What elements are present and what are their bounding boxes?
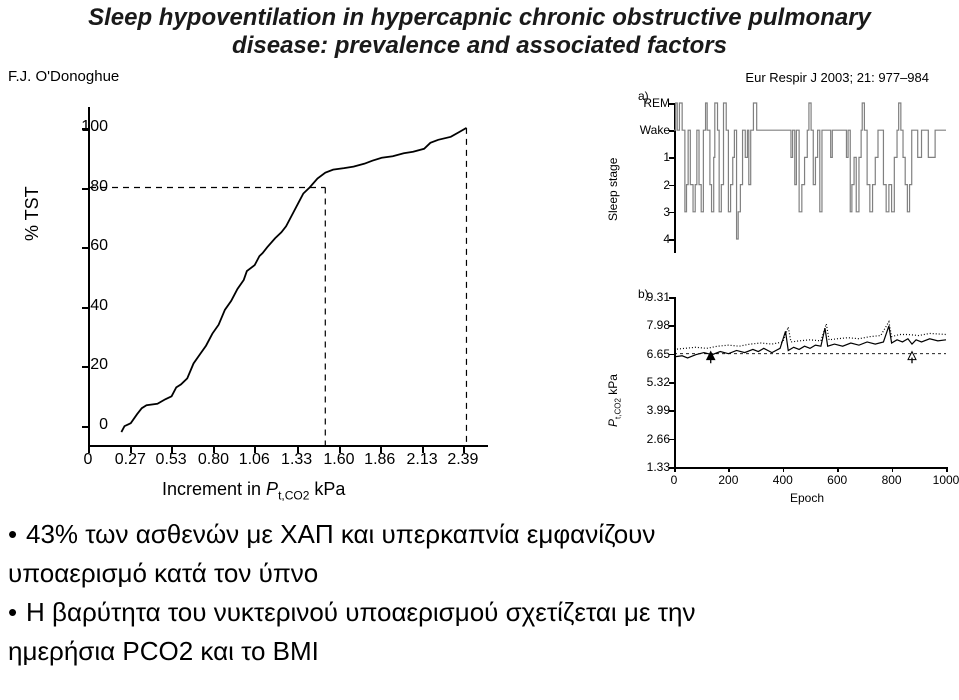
bullet-list: •43% των ασθενών με ΧΑΠ και υπερκαπνία ε… (0, 515, 959, 671)
panel-b-ytick: 1.33 (630, 460, 670, 474)
panel-a-ytick: Wake (630, 123, 670, 137)
paper-title: Sleep hypoventilation in hypercapnic chr… (0, 0, 959, 60)
left-xtick: 0.80 (193, 451, 233, 469)
panel-b-ylabel: Pt,CO2 kPa (606, 374, 622, 427)
panel-b-ytick: 7.98 (630, 318, 670, 332)
left-xtick: 2.39 (443, 451, 483, 469)
right-panel-b: b) Pt,CO2 kPa Epoch 9.317.986.655.323.99… (590, 287, 950, 515)
left-ytick: 60 (68, 237, 108, 255)
panel-b-ytick: 9.31 (630, 290, 670, 304)
panel-a-ytick: 4 (630, 232, 670, 246)
panel-a-ytick: 1 (630, 150, 670, 164)
panel-b-xtick: 400 (768, 473, 798, 487)
left-xtick: 1.33 (277, 451, 317, 469)
bullet-row: •Η βαρύτητα του νυκτερινού υποαερισμού σ… (8, 593, 959, 632)
left-xtick: 1.06 (234, 451, 274, 469)
left-xtick: 2.13 (402, 451, 442, 469)
panel-b-xtick: 200 (713, 473, 743, 487)
panel-a-ylabel: Sleep stage (606, 158, 620, 221)
author-name: F.J. O'Donoghue (8, 68, 119, 85)
title-line-2: disease: prevalence and associated facto… (20, 32, 939, 60)
title-line-1: Sleep hypoventilation in hypercapnic chr… (20, 4, 939, 32)
panel-a-ytick: 3 (630, 205, 670, 219)
panel-a-ytick: REM (630, 96, 670, 110)
panel-b-xtick: 800 (877, 473, 907, 487)
panel-b-xtick: 600 (822, 473, 852, 487)
charts-container: % TST Increment in Pt,CO2 kPa 0204060801… (0, 91, 959, 515)
attribution-row: F.J. O'Donoghue Eur Respir J 2003; 21: 9… (0, 60, 959, 85)
bullet-row: υποαερισμό κατά τον ύπνο (8, 554, 959, 593)
panel-b-ytick: 3.99 (630, 403, 670, 417)
bullet-row: ημερήσια PCO2 και το BMI (8, 632, 959, 671)
panel-b-xlabel: Epoch (790, 491, 824, 505)
right-panel-a: a) Sleep stage REMWake1234 (590, 89, 950, 269)
left-xtick: 0.53 (151, 451, 191, 469)
panel-a-svg (674, 103, 946, 253)
left-ytick: 80 (68, 178, 108, 196)
panel-b-ytick: 5.32 (630, 375, 670, 389)
left-plot-area (88, 107, 488, 447)
left-xtick: 1.60 (319, 451, 359, 469)
left-xtick: 1.86 (360, 451, 400, 469)
bullet-row: •43% των ασθενών με ΧΑΠ και υπερκαπνία ε… (8, 515, 959, 554)
journal-ref: Eur Respir J 2003; 21: 977–984 (745, 70, 929, 85)
panel-b-ytick: 6.65 (630, 347, 670, 361)
panel-b-xtick: 0 (659, 473, 689, 487)
left-plot-svg (90, 107, 490, 447)
left-xtick: 0 (68, 451, 108, 469)
left-xtick: 0.27 (110, 451, 150, 469)
left-ytick: 0 (68, 416, 108, 434)
left-ylabel: % TST (22, 186, 43, 241)
left-ytick: 40 (68, 297, 108, 315)
panel-a-ytick: 2 (630, 178, 670, 192)
left-chart: % TST Increment in Pt,CO2 kPa 0 20 40 60 80 1… (22, 101, 512, 501)
panel-b-svg (674, 297, 946, 467)
left-ytick: 20 (68, 356, 108, 374)
panel-b-xtick: 1000 (931, 473, 959, 487)
panel-b-ytick: 2.66 (630, 432, 670, 446)
left-xlabel: Increment in Pt,CO2 kPa (162, 479, 345, 503)
left-ytick: 100 (68, 118, 108, 136)
